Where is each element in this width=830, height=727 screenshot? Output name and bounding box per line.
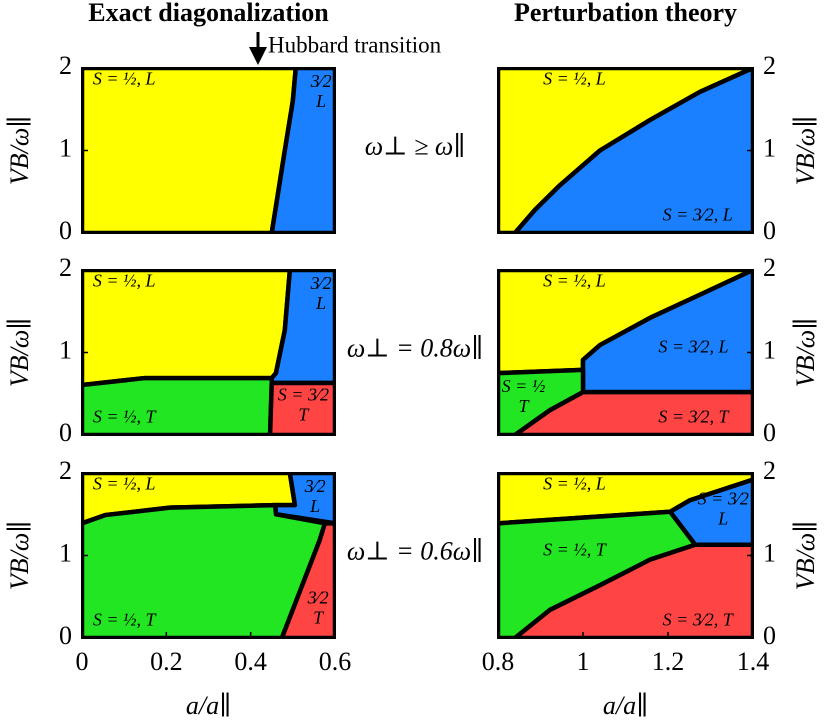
region-label: S = 3⁄2 — [698, 488, 749, 508]
condition-label: ω⊥ = 0.6ω∥ — [347, 536, 483, 565]
y-tick-label: 2 — [59, 456, 72, 485]
region-label: S = 3⁄2, T — [658, 407, 730, 427]
region-label: S = ½, T — [543, 540, 608, 560]
y-tick-label: 2 — [763, 253, 776, 282]
y-tick-label: 1 — [763, 133, 776, 162]
y-tick-label: 2 — [763, 51, 776, 80]
region-label: L — [309, 496, 320, 516]
phase-region — [512, 542, 753, 638]
panel — [498, 68, 753, 233]
y-axis-label: VB/ω∥ — [5, 116, 34, 185]
region-label: S = 3⁄2, L — [663, 205, 733, 225]
region-label: S = 3⁄2 — [278, 384, 329, 404]
y-tick-label: 0 — [763, 418, 776, 447]
region-label: 3⁄2 — [310, 71, 332, 91]
y-tick-label: 1 — [763, 538, 776, 567]
region-label: S = 3⁄2, L — [658, 337, 728, 357]
region-label: S = ½, L — [543, 271, 606, 291]
region-label: T — [313, 607, 325, 627]
phase-region — [269, 68, 335, 233]
y-tick-label: 2 — [763, 456, 776, 485]
x-tick-label: 0.8 — [482, 647, 515, 676]
panel — [82, 473, 335, 638]
region-label: L — [315, 293, 326, 313]
y-tick-label: 1 — [59, 538, 72, 567]
region-label: 3⁄2 — [307, 587, 329, 607]
y-tick-label: 0 — [763, 621, 776, 650]
y-axis-label: VB/ω∥ — [791, 521, 820, 590]
condition-label: ω⊥ ≥ ω∥ — [365, 131, 465, 160]
y-tick-label: 2 — [59, 253, 72, 282]
annotation: Hubbard transition — [268, 32, 442, 57]
region-label: 3⁄2 — [310, 273, 332, 293]
x-axis-label: a/a∥ — [186, 691, 231, 720]
panel — [82, 270, 335, 435]
x-axis-label: a/a∥ — [603, 691, 648, 720]
condition-label: ω⊥ = 0.8ω∥ — [347, 333, 483, 362]
x-tick-label: 1.2 — [652, 647, 685, 676]
phase-region — [512, 68, 753, 233]
region-label: T — [298, 404, 310, 424]
x-tick-label: 0 — [76, 647, 89, 676]
region-label: S = ½, L — [543, 69, 606, 89]
y-axis-label: VB/ω∥ — [5, 521, 34, 590]
x-tick-label: 0.2 — [150, 647, 183, 676]
y-axis-label: VB/ω∥ — [791, 318, 820, 387]
region-label: S = 3⁄2, T — [663, 610, 735, 630]
y-tick-label: 1 — [59, 133, 72, 162]
region-label: S = ½, L — [93, 474, 156, 494]
panel — [82, 68, 335, 233]
phase-region — [267, 380, 335, 435]
region-label: S = ½ — [502, 376, 546, 396]
region-label: S = ½, L — [93, 271, 156, 291]
column-title: Exact diagonalization — [88, 0, 329, 27]
region-label: L — [315, 91, 326, 111]
panel — [498, 473, 753, 638]
region-label: S = ½, L — [543, 474, 606, 494]
region-label: S = ½, T — [93, 407, 158, 427]
region-label: S = ½, L — [93, 69, 156, 89]
y-tick-label: 1 — [763, 335, 776, 364]
x-tick-label: 1.4 — [737, 647, 770, 676]
region-label: S = ½, T — [93, 610, 158, 630]
region-label: L — [717, 508, 728, 528]
y-tick-label: 0 — [59, 621, 72, 650]
column-title: Perturbation theory — [514, 0, 737, 27]
y-tick-label: 2 — [59, 51, 72, 80]
phase-region — [279, 521, 335, 638]
region-label: 3⁄2 — [304, 476, 326, 496]
y-axis-label: VB/ω∥ — [5, 318, 34, 387]
region-label: T — [518, 396, 530, 416]
y-axis-label: VB/ω∥ — [791, 116, 820, 185]
x-tick-label: 0.6 — [319, 647, 352, 676]
phase-region — [82, 68, 299, 233]
x-tick-label: 0.4 — [234, 647, 267, 676]
y-tick-label: 0 — [59, 418, 72, 447]
phase-region — [512, 389, 753, 435]
y-tick-label: 0 — [763, 216, 776, 245]
phase-region — [82, 375, 274, 435]
y-tick-label: 0 — [59, 216, 72, 245]
y-tick-label: 1 — [59, 335, 72, 364]
x-tick-label: 1 — [577, 647, 590, 676]
panel — [498, 270, 753, 435]
